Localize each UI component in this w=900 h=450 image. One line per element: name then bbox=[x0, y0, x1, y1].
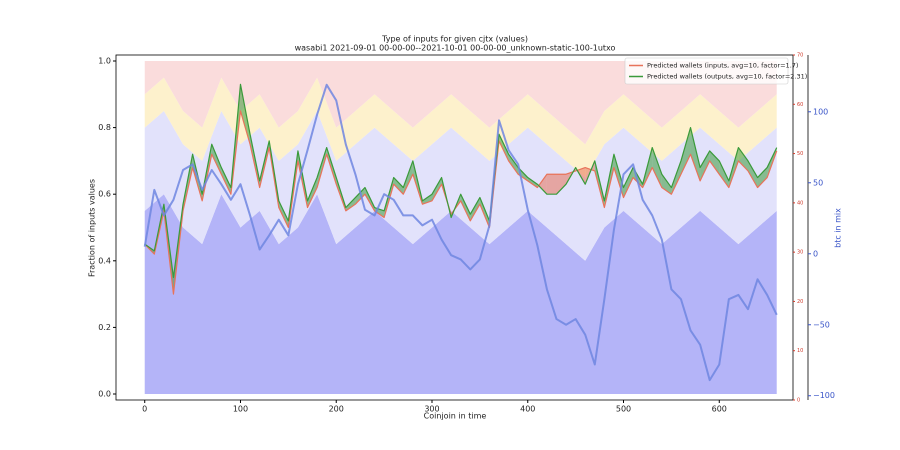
fill-between bbox=[460, 194, 471, 221]
background-area bbox=[144, 60, 777, 145]
fill-between bbox=[508, 154, 519, 175]
fill-between bbox=[652, 147, 662, 188]
chart-subtitle: wasabi1 2021-09-01 00-00-00--2021-10-01 … bbox=[295, 44, 616, 53]
fill-between bbox=[738, 147, 748, 171]
y2-tick-label: 0 bbox=[797, 398, 800, 404]
y-tick-label: 1.0 bbox=[98, 56, 111, 65]
fill-between bbox=[719, 160, 729, 188]
fill-between bbox=[307, 177, 318, 208]
fill-between bbox=[278, 200, 289, 228]
x-tick-label: 100 bbox=[233, 405, 248, 414]
y2-tick-label: 40 bbox=[797, 200, 803, 206]
y2-tick-label: 20 bbox=[797, 299, 803, 305]
y-tick-label: 0.8 bbox=[98, 123, 111, 132]
fill-between bbox=[355, 187, 365, 205]
x-tick-label: 400 bbox=[520, 405, 535, 414]
fill-between bbox=[393, 177, 404, 195]
x-tick-label: 300 bbox=[424, 405, 439, 414]
fill-between bbox=[470, 197, 480, 221]
y3-tick-label: 100 bbox=[813, 107, 828, 116]
series-line bbox=[144, 83, 778, 279]
fill-between bbox=[499, 134, 509, 161]
y2-tick-label: 30 bbox=[797, 250, 803, 256]
y-tick-label: 0.0 bbox=[98, 390, 111, 399]
y3-tick-label: 0 bbox=[813, 249, 818, 258]
fill-between bbox=[431, 177, 442, 201]
background-area bbox=[144, 77, 777, 178]
y3-axis-label: btc in mix bbox=[834, 208, 843, 248]
fill-between bbox=[546, 174, 557, 195]
legend-box bbox=[624, 57, 789, 85]
fill-between bbox=[537, 174, 547, 195]
y3-tick-label: −100 bbox=[813, 391, 835, 400]
fill-between bbox=[556, 174, 567, 195]
y-tick-label: 0.6 bbox=[98, 190, 111, 199]
fill-between bbox=[479, 197, 490, 228]
y2-tick-label: 70 bbox=[797, 53, 803, 59]
chart-title: Type of inputs for given cjtx (values) bbox=[381, 35, 528, 44]
series-line bbox=[143, 83, 778, 382]
legend-label: Predicted wallets (inputs, avg=10, facto… bbox=[647, 62, 798, 70]
y2-tick-label: 10 bbox=[797, 348, 803, 354]
fill-between bbox=[680, 127, 691, 175]
background-area bbox=[144, 194, 777, 395]
fill-between bbox=[527, 177, 538, 188]
fill-between bbox=[623, 167, 634, 198]
fill-between bbox=[709, 150, 720, 175]
x-tick-label: 0 bbox=[142, 405, 147, 414]
y-axis-label: Fraction of inputs values bbox=[88, 179, 97, 277]
y-tick-label: 0.4 bbox=[98, 256, 111, 265]
series-line bbox=[144, 110, 778, 295]
y2-tick-label: 60 bbox=[797, 102, 803, 108]
y3-tick-label: −50 bbox=[813, 320, 830, 329]
fill-between bbox=[422, 194, 432, 205]
y2-tick-label: 50 bbox=[797, 151, 803, 157]
y-tick-label: 0.2 bbox=[98, 323, 111, 332]
fill-between bbox=[757, 167, 768, 188]
fill-between bbox=[700, 150, 710, 181]
x-tick-label: 200 bbox=[329, 405, 344, 414]
x-tick-label: 500 bbox=[616, 405, 631, 414]
background-area bbox=[144, 110, 777, 261]
legend-label: Predicted wallets (outputs, avg=10, fact… bbox=[647, 73, 807, 81]
plot-frame bbox=[115, 54, 794, 401]
y3-tick-label: 50 bbox=[813, 178, 823, 187]
x-tick-label: 600 bbox=[712, 405, 727, 414]
fill-between bbox=[747, 160, 758, 188]
x-axis-label: Coinjoin in time bbox=[424, 412, 487, 421]
fill-between bbox=[690, 127, 701, 181]
fill-between bbox=[221, 167, 231, 195]
fill-between bbox=[211, 144, 222, 175]
